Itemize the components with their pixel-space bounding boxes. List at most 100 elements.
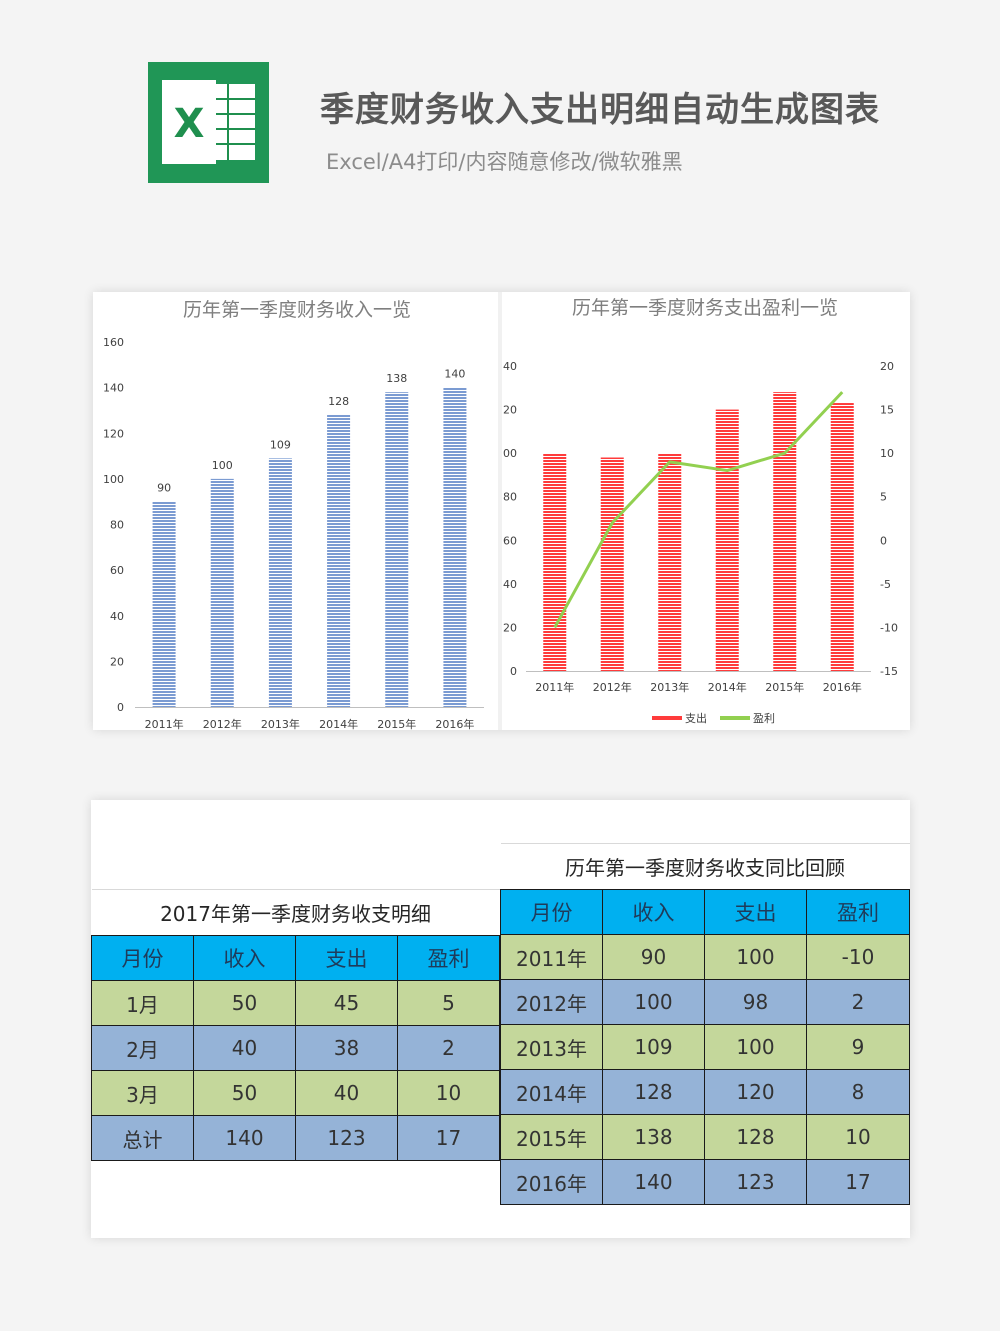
legend-profit-swatch (720, 716, 750, 720)
table-cell: 128 (602, 1069, 705, 1115)
income-y-tick: 100 (103, 473, 124, 486)
table-2017-caption: 2017年第一季度财务收支明细 (91, 889, 500, 936)
logo-letter: X (174, 101, 205, 147)
income-y-tick: 80 (110, 519, 124, 532)
income-chart-title: 历年第一季度财务收入一览 (183, 299, 411, 321)
income-bar (210, 478, 234, 707)
charts-panel: 历年第一季度财务收入一览 0 20 40 60 80 100 120 140 160 90 2011… (93, 292, 910, 730)
income-bar (443, 387, 467, 707)
expense-x-tick: 2014年 (708, 680, 747, 694)
table-2017-caption-row: 2017年第一季度财务收支明细 (91, 889, 500, 936)
table-cell: 109 (602, 1024, 705, 1070)
excel-logo-icon: X (148, 62, 269, 183)
table-cell: 120 (704, 1069, 807, 1115)
expense-bar (658, 453, 682, 671)
income-data-label: 90 (157, 482, 171, 495)
table-cell: 128 (704, 1114, 807, 1160)
income-data-label: 109 (270, 438, 291, 451)
table-cell: 90 (602, 934, 705, 980)
table-cell: 123 (704, 1159, 807, 1205)
legend-expense-swatch (652, 716, 682, 720)
page-title: 季度财务收入支出明细自动生成图表 (320, 90, 880, 130)
income-x-tick: 2014年 (319, 717, 358, 730)
income-x-tick: 2016年 (435, 717, 474, 730)
expense-chart-title: 历年第一季度财务支出盈利一览 (572, 297, 838, 319)
table-history-header-row: 月份 收入 支出 盈利 (500, 889, 910, 935)
table-history-caption: 历年第一季度财务收支同比回顾 (500, 843, 910, 890)
table-cell: 2 (396, 1025, 501, 1071)
table-cell: 45 (295, 980, 398, 1026)
table-cell: 2014年 (500, 1069, 603, 1115)
table-cell: 140 (602, 1159, 705, 1205)
table-cell: 5 (396, 980, 501, 1026)
expense-x-tick: 2015年 (765, 680, 804, 694)
table-cell: 123 (295, 1115, 398, 1161)
profit-y-tick-right: 10 (880, 447, 894, 460)
table-history-caption-row: 历年第一季度财务收支同比回顾 (500, 843, 910, 890)
table-cell: 2月 (91, 1025, 194, 1071)
table-cell: 9 (806, 1024, 910, 1070)
table-2017-header-cell: 盈利 (396, 935, 501, 981)
table-cell: 40 (295, 1070, 398, 1116)
legend-expense-label: 支出 (685, 711, 707, 725)
table-row: 总计 140 123 17 (91, 1115, 501, 1161)
expense-y-tick-left: 80 (503, 491, 517, 504)
income-y-tick: 20 (110, 655, 124, 668)
table-2017: 2017年第一季度财务收支明细 月份 收入 支出 盈利 1月 50 45 5 2月 40 38 2 3月 5… (91, 889, 501, 1161)
expense-profit-chart: 历年第一季度财务支出盈利一览 020406080100120140-15-10-… (502, 297, 898, 725)
income-y-tick: 0 (117, 701, 124, 714)
table-row: 2011年 90 100 -10 (500, 934, 910, 980)
page-subtitle: Excel/A4打印/内容随意修改/微软雅黑 (326, 150, 683, 174)
expense-bar (600, 457, 624, 671)
table-cell: 140 (193, 1115, 296, 1161)
table-cell: 40 (193, 1025, 296, 1071)
expense-y-tick-left: 100 (502, 447, 517, 460)
income-bar (152, 501, 176, 707)
table-cell: 2016年 (500, 1159, 603, 1205)
profit-y-tick-right: 0 (880, 534, 887, 547)
table-cell: 2013年 (500, 1024, 603, 1070)
table-cell: 100 (704, 1024, 807, 1070)
table-cell: -10 (806, 934, 910, 980)
expense-x-tick: 2012年 (593, 680, 632, 694)
table-cell: 8 (806, 1069, 910, 1115)
expense-x-tick: 2011年 (535, 680, 574, 694)
profit-y-tick-right: 5 (880, 491, 887, 504)
expense-bar (830, 403, 854, 671)
table-cell: 38 (295, 1025, 398, 1071)
table-cell: 10 (396, 1070, 501, 1116)
table-history-header-cell: 盈利 (806, 889, 910, 935)
table-row: 2015年 138 128 10 (500, 1114, 910, 1160)
income-y-tick: 120 (103, 427, 124, 440)
table-history-header-cell: 月份 (500, 889, 603, 935)
profit-line (553, 391, 844, 629)
expense-x-tick: 2013年 (650, 680, 689, 694)
table-2017-header-row: 月份 收入 支出 盈利 (91, 935, 501, 981)
profit-y-tick-right: -15 (880, 665, 898, 678)
table-cell: 2015年 (500, 1114, 603, 1160)
table-cell: 1月 (91, 980, 194, 1026)
table-cell: 总计 (91, 1115, 194, 1161)
income-x-tick: 2012年 (203, 717, 242, 730)
table-cell: 2011年 (500, 934, 603, 980)
table-cell: 50 (193, 1070, 296, 1116)
income-y-tick: 40 (110, 610, 124, 623)
expense-bar (715, 409, 739, 671)
profit-y-tick-right: -10 (880, 621, 898, 634)
table-row: 1月 50 45 5 (91, 980, 501, 1026)
chart-legend: 支出 盈利 (652, 711, 775, 725)
income-data-label: 128 (328, 395, 349, 408)
chart-divider (498, 292, 502, 730)
expense-y-tick-left: 120 (502, 404, 517, 417)
table-cell: 100 (704, 934, 807, 980)
tables-panel: 2017年第一季度财务收支明细 月份 收入 支出 盈利 1月 50 45 5 2月 40 38 2 3月 5… (91, 800, 910, 1238)
table-history-header-cell: 支出 (704, 889, 807, 935)
table-cell: 2 (806, 979, 910, 1025)
table-row: 2月 40 38 2 (91, 1025, 501, 1071)
expense-bar (543, 453, 567, 671)
expense-bar (773, 392, 797, 671)
table-cell: 50 (193, 980, 296, 1026)
expense-x-tick: 2016年 (823, 680, 862, 694)
table-row: 2016年 140 123 17 (500, 1159, 910, 1205)
table-row: 2012年 100 98 2 (500, 979, 910, 1025)
